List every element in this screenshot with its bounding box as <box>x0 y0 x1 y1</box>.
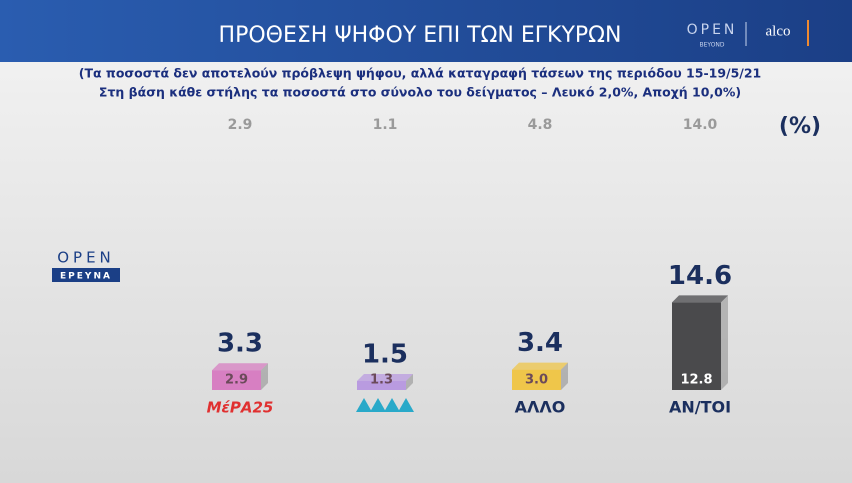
previous-value-label: 14.0 <box>683 117 718 133</box>
chart-title: ΠΡΟΘΕΣΗ ΨΗΦΟΥ ΕΠΙ ΤΩΝ ΕΓΚΥΡΩΝ <box>219 23 622 48</box>
sample-value-label: 2.9 <box>225 373 248 388</box>
x-tick-label: ΑΝ/ΤΟΙ <box>669 398 731 417</box>
value-label: 14.6 <box>668 261 732 291</box>
logo-box <box>52 268 120 282</box>
logo-open: OPEN <box>57 249 115 267</box>
logo-channel: OPEN <box>687 22 738 38</box>
bar-side <box>721 295 728 390</box>
sample-value-label: 3.0 <box>525 373 548 388</box>
x-tick-label: ΑΛΛΟ <box>515 398 566 417</box>
logo-shape <box>398 398 414 412</box>
bar <box>357 381 406 390</box>
bar-side <box>561 362 568 390</box>
logo-shape <box>370 398 386 412</box>
previous-value-label: 1.1 <box>373 117 398 133</box>
header-bar <box>0 0 852 62</box>
bar-top <box>212 363 268 371</box>
subtitle: (Τα ποσοστά δεν αποτελούν πρόβλεψη ψήφου… <box>79 66 762 81</box>
bar-side <box>406 374 413 390</box>
logo-shape <box>384 398 400 412</box>
logo-channel-sub: BEYOND <box>699 42 724 49</box>
bar <box>212 370 261 390</box>
value-label: 1.5 <box>362 340 408 370</box>
value-label: 3.3 <box>217 329 263 359</box>
bar-top <box>357 374 413 381</box>
bar <box>672 302 721 390</box>
sample-value-label: 12.8 <box>680 373 712 388</box>
logo-shape <box>356 398 372 412</box>
previous-value-label: 2.9 <box>228 117 253 133</box>
bar-side <box>261 363 268 390</box>
value-label: 3.4 <box>517 328 563 358</box>
bar-top <box>512 362 568 370</box>
party-logo <box>356 398 414 412</box>
x-tick-label: ΜέΡΑ25 <box>207 399 274 417</box>
bar-top <box>672 295 728 303</box>
previous-value-label: 4.8 <box>528 117 553 133</box>
bar <box>512 369 561 390</box>
unit-label: (%) <box>779 114 821 139</box>
subtitle: Στη βάση κάθε στήλης τα ποσοστά στο σύνο… <box>99 85 741 100</box>
sample-value-label: 1.3 <box>370 373 393 388</box>
logo-section: ΕΡΕΥΝΑ <box>60 272 112 282</box>
logo-pollster: alco <box>766 23 791 39</box>
